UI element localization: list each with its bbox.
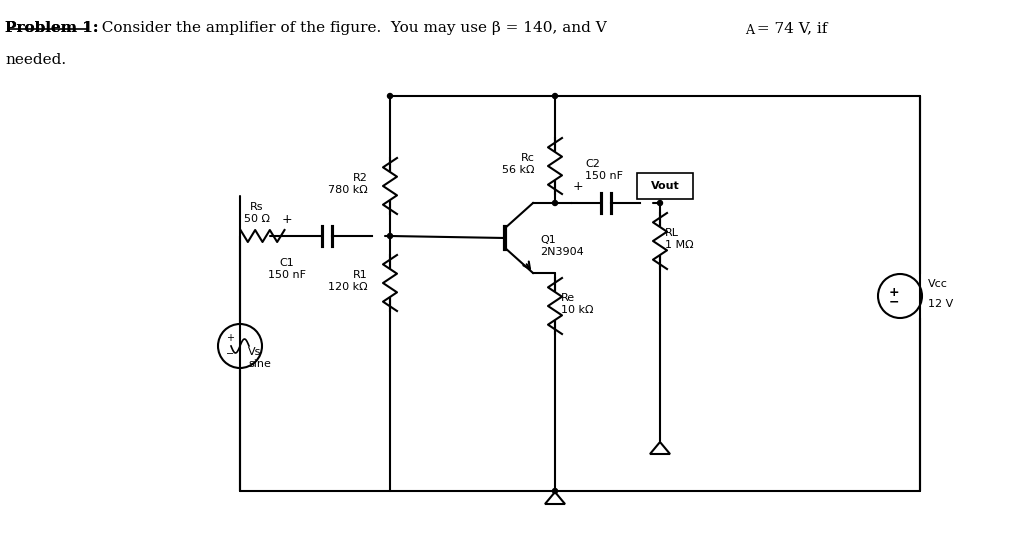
Text: A: A — [745, 24, 754, 37]
Text: −: − — [889, 295, 899, 308]
Text: C2
150 nF: C2 150 nF — [585, 159, 623, 181]
Circle shape — [553, 93, 557, 98]
Text: +: + — [572, 180, 584, 193]
Text: −: − — [226, 349, 234, 359]
Circle shape — [387, 234, 392, 239]
Circle shape — [553, 200, 557, 205]
FancyBboxPatch shape — [637, 173, 693, 199]
Text: = 74 V, if: = 74 V, if — [752, 21, 827, 35]
Text: Problem 1:: Problem 1: — [5, 21, 98, 35]
Text: R1
120 kΩ: R1 120 kΩ — [329, 270, 368, 292]
Text: +: + — [889, 286, 899, 299]
Text: Rc
56 kΩ: Rc 56 kΩ — [503, 153, 535, 175]
Text: +: + — [226, 333, 234, 343]
Text: Q1
2N3904: Q1 2N3904 — [540, 235, 584, 257]
Text: +: + — [282, 213, 292, 226]
Text: C1
150 nF: C1 150 nF — [268, 258, 306, 280]
Text: Vout: Vout — [650, 181, 679, 191]
Text: RL
1 MΩ: RL 1 MΩ — [665, 228, 693, 250]
Text: Vcc: Vcc — [928, 279, 948, 289]
Text: 12 V: 12 V — [928, 299, 953, 309]
Circle shape — [553, 489, 557, 494]
Text: Rs
50 Ω: Rs 50 Ω — [244, 203, 270, 224]
Circle shape — [387, 93, 392, 98]
Text: Consider the amplifier of the figure.  You may use β = 140, and V: Consider the amplifier of the figure. Yo… — [92, 21, 607, 35]
Text: Problem 1:: Problem 1: — [5, 21, 98, 35]
Text: R2
780 kΩ: R2 780 kΩ — [329, 173, 368, 195]
Text: needed.: needed. — [5, 53, 67, 67]
Text: Vs
sine: Vs sine — [248, 347, 271, 369]
Circle shape — [657, 200, 663, 205]
Text: Re
10 kΩ: Re 10 kΩ — [561, 293, 594, 315]
